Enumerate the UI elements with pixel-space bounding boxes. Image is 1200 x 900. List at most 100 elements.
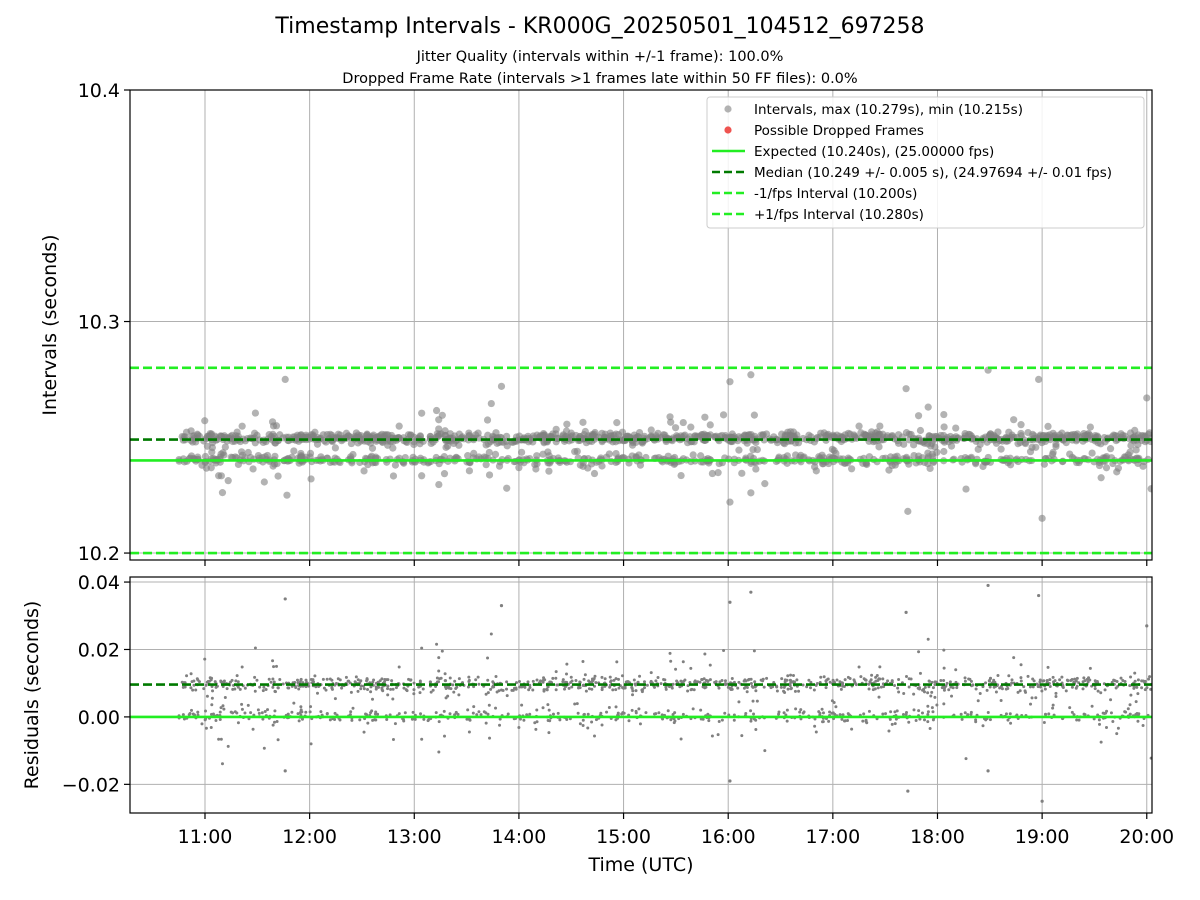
residual-point: [205, 694, 209, 698]
interval-point: [432, 406, 441, 415]
residual-point: [365, 677, 369, 681]
residual-point: [554, 688, 558, 692]
residual-point: [264, 688, 268, 692]
residual-point: [963, 679, 967, 683]
interval-point: [579, 462, 587, 470]
interval-point: [694, 432, 702, 440]
residual-point: [420, 737, 424, 741]
residual-point: [563, 687, 567, 691]
residual-point: [299, 705, 303, 709]
residual-point: [251, 727, 255, 731]
residual-point: [620, 712, 624, 716]
residual-point: [1029, 702, 1033, 706]
residual-point: [833, 712, 837, 716]
residual-point: [708, 663, 712, 667]
residual-point: [581, 659, 585, 663]
interval-point: [972, 460, 980, 468]
residual-point: [494, 706, 498, 710]
residual-point: [565, 672, 569, 676]
residual-point: [1116, 726, 1120, 730]
residual-point: [1115, 732, 1119, 736]
interval-point: [719, 411, 728, 419]
residual-point: [1004, 687, 1008, 691]
residual-point: [912, 708, 916, 712]
residual-point: [966, 713, 970, 717]
residual-point: [534, 727, 538, 731]
interval-point: [218, 489, 227, 497]
residual-point: [479, 713, 483, 717]
residual-point: [884, 712, 888, 716]
residual-point: [918, 671, 922, 675]
residual-point: [385, 678, 389, 682]
residual-point: [246, 703, 250, 707]
residual-point: [397, 665, 401, 669]
interval-point: [435, 430, 444, 438]
residual-point: [754, 689, 758, 693]
residual-point: [1098, 722, 1102, 726]
residual-point: [486, 691, 490, 695]
residual-point: [578, 680, 582, 684]
residual-point: [185, 674, 189, 678]
residual-point: [338, 678, 342, 682]
residual-point: [751, 699, 755, 703]
residual-point: [223, 695, 227, 699]
residual-point: [370, 709, 374, 713]
residual-outlier: [1145, 624, 1149, 628]
residual-point: [867, 687, 871, 691]
residual-point: [340, 686, 344, 690]
chart-title: Timestamp Intervals - KR000G_20250501_10…: [275, 14, 925, 39]
residual-point: [608, 685, 612, 689]
residual-point: [1043, 687, 1047, 691]
residual-point: [220, 762, 224, 766]
interval-point: [251, 409, 260, 417]
residual-point: [218, 710, 222, 714]
residual-point: [371, 697, 375, 701]
interval-point: [997, 445, 1005, 453]
residual-outlier: [728, 779, 732, 783]
legend-label: +1/fps Interval (10.280s): [754, 207, 924, 223]
residual-point: [541, 706, 545, 710]
residual-point: [832, 701, 836, 705]
interval-point: [251, 429, 259, 437]
residual-point: [732, 680, 736, 684]
residual-point: [334, 682, 338, 686]
residual-point: [857, 665, 861, 669]
residual-point: [413, 717, 417, 721]
interval-point: [418, 472, 426, 480]
residual-point: [437, 750, 441, 754]
residual-point: [996, 673, 1000, 677]
interval-point: [274, 472, 282, 480]
interval-point: [738, 469, 746, 477]
residual-point: [1072, 713, 1076, 717]
residual-point: [623, 685, 627, 689]
residual-point: [926, 704, 930, 708]
residual-point: [1128, 703, 1132, 707]
residual-point: [476, 675, 480, 679]
residual-point: [1083, 679, 1087, 683]
interval-point: [666, 413, 674, 421]
residual-point: [632, 678, 636, 682]
residual-point: [386, 693, 390, 697]
residual-point: [1133, 671, 1137, 675]
residual-point: [358, 718, 362, 722]
residual-point: [309, 742, 313, 746]
residual-point: [988, 685, 992, 689]
residual-point: [309, 705, 313, 709]
residual-point: [443, 685, 447, 689]
interval-point: [811, 463, 819, 471]
residual-point: [405, 689, 409, 693]
residual-point: [1042, 720, 1046, 724]
residual-point: [907, 685, 911, 689]
residual-point: [528, 686, 532, 690]
interval-point: [697, 452, 705, 460]
residual-point: [1070, 710, 1074, 714]
residual-point: [531, 688, 535, 692]
interval-point: [544, 448, 552, 456]
residual-point: [939, 679, 943, 683]
residual-point: [390, 679, 394, 683]
residual-point: [625, 680, 629, 684]
residual-point: [824, 686, 828, 690]
residual-point: [295, 678, 299, 682]
interval-point: [331, 444, 339, 452]
residual-point: [561, 678, 565, 682]
